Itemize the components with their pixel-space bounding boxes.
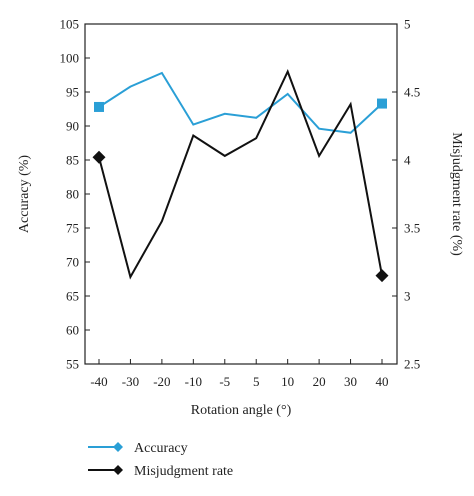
y-right-tick-label: 3 bbox=[404, 289, 411, 304]
y-left-tick-label: 95 bbox=[66, 85, 79, 100]
misjudgment-point-marker bbox=[375, 269, 389, 283]
y-left-axis-title: Accuracy (%) bbox=[17, 155, 32, 233]
accuracy-point-marker bbox=[94, 101, 104, 112]
legend-misjudgment-label: Misjudgment rate bbox=[134, 464, 233, 479]
x-tick-label: 20 bbox=[313, 374, 326, 389]
legend-accuracy-label: Accuracy bbox=[134, 441, 188, 456]
y-left-tick-label: 105 bbox=[60, 17, 80, 32]
x-tick-label: -5 bbox=[219, 374, 230, 389]
y-left-tick-label: 90 bbox=[66, 119, 79, 134]
misjudgment-point-marker bbox=[92, 150, 106, 164]
misjudgment-series-line bbox=[98, 69, 383, 280]
y-left-tick-label: 65 bbox=[66, 289, 79, 304]
y-left-tick-label: 80 bbox=[66, 187, 79, 202]
y-left-tick-label: 70 bbox=[66, 255, 79, 270]
y-left-tick-label: 85 bbox=[66, 153, 79, 168]
x-axis-title: Rotation angle (°) bbox=[191, 403, 292, 418]
y-right-tick-label: 3.5 bbox=[404, 221, 420, 236]
x-tick-label: -20 bbox=[153, 374, 170, 389]
x-tick-label: -30 bbox=[122, 374, 139, 389]
y-right-axis-title: Misjudgment rate (%) bbox=[449, 132, 464, 256]
legend-item-misjudgment: Misjudgment rate bbox=[88, 464, 233, 479]
y-right-tick-label: 5 bbox=[404, 17, 411, 32]
markers-layer bbox=[92, 98, 389, 283]
plot-frame bbox=[84, 23, 398, 365]
y-right-tick-label: 4 bbox=[404, 153, 411, 168]
ticks-layer: 5560657075808590951001052.533.544.55-40-… bbox=[60, 17, 421, 390]
x-tick-label: 10 bbox=[281, 374, 294, 389]
x-tick-label: -40 bbox=[90, 374, 107, 389]
x-tick-label: 30 bbox=[344, 374, 357, 389]
legend-misjudgment-marker bbox=[113, 465, 123, 475]
legend-accuracy-marker bbox=[113, 442, 123, 452]
y-right-tick-label: 2.5 bbox=[404, 357, 420, 372]
series-layer bbox=[98, 69, 383, 280]
accuracy-point-marker bbox=[377, 98, 387, 109]
legend-item-accuracy: Accuracy bbox=[88, 441, 188, 456]
legend: Accuracy Misjudgment rate bbox=[88, 441, 233, 479]
x-tick-label: -10 bbox=[185, 374, 202, 389]
y-left-tick-label: 100 bbox=[60, 51, 80, 66]
y-left-tick-label: 60 bbox=[66, 323, 79, 338]
y-left-tick-label: 55 bbox=[66, 357, 79, 372]
x-tick-label: 40 bbox=[376, 374, 389, 389]
y-left-tick-label: 75 bbox=[66, 221, 79, 236]
x-tick-label: 5 bbox=[253, 374, 260, 389]
y-right-tick-label: 4.5 bbox=[404, 85, 420, 100]
